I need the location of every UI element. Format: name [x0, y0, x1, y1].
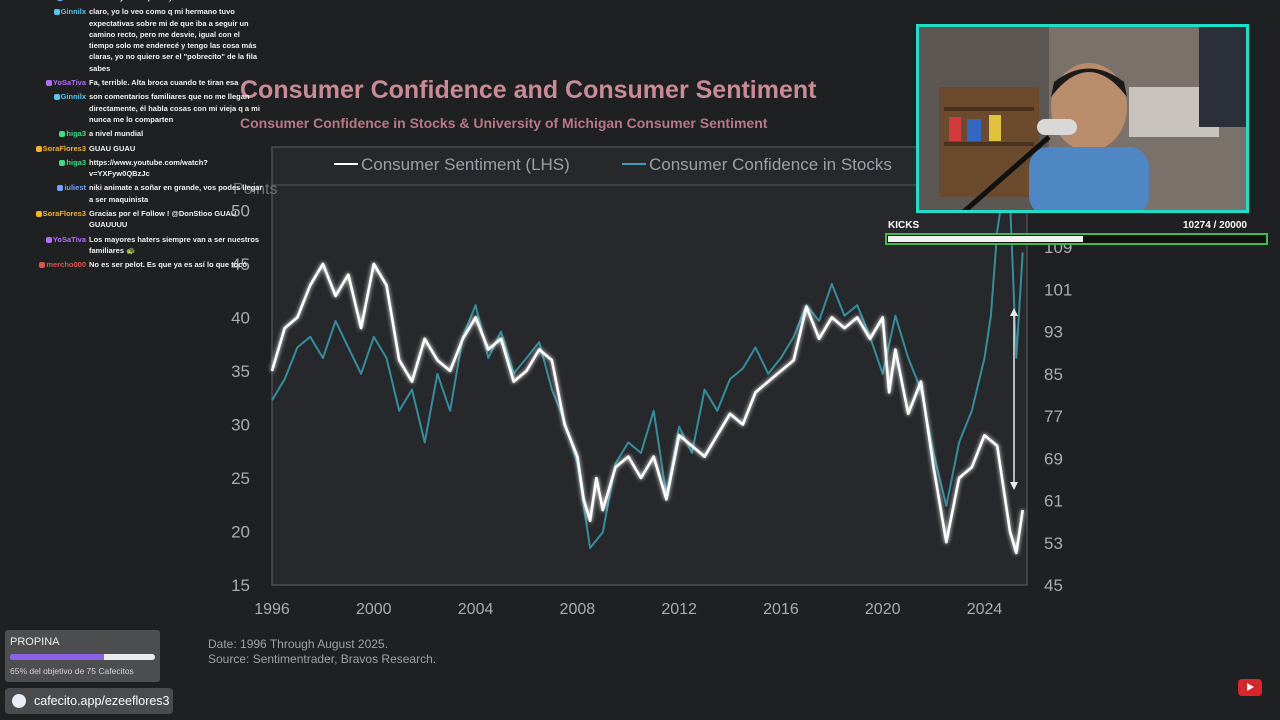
x-tick-label: 2020	[865, 601, 901, 618]
y-left-tick-label: 25	[231, 469, 250, 488]
x-tick-label: 2024	[967, 601, 1003, 618]
tip-progress-fill	[10, 654, 105, 660]
y-right-tick-label: 61	[1044, 492, 1063, 511]
chat-message: YoSaTiva Fa, terrible. Alta broca cuando …	[0, 77, 270, 88]
x-tick-label: 2004	[458, 601, 494, 618]
kicks-progress-fill	[888, 236, 1083, 242]
chart-footer: Date: 1996 Through August 2025. Source: …	[208, 637, 436, 667]
legend-label: Consumer Sentiment (LHS)	[361, 155, 570, 174]
y-right-tick-label: 77	[1044, 407, 1063, 426]
y-right-tick-label: 93	[1044, 323, 1063, 342]
chat-message: iuliestAJAJAJ yo siempre toy escuchando …	[0, 0, 270, 3]
gap-arrow-head-bottom	[1010, 482, 1018, 490]
webcam-feed	[916, 24, 1249, 213]
chat-username[interactable]: SoraFlores3	[35, 143, 86, 154]
chat-overlay: iuliestAJAJAJ yo siempre toy escuchando …	[0, 0, 270, 274]
y-left-tick-label: 15	[231, 576, 250, 595]
youtube-icon[interactable]	[1238, 679, 1262, 696]
y-right-tick-label: 45	[1044, 576, 1063, 595]
x-tick-label: 2016	[763, 601, 799, 618]
chat-text: Fa, terrible. Alta broca cuando te tiran…	[89, 78, 239, 88]
chat-username[interactable]: YoSaTiva	[45, 234, 86, 245]
chat-text: GUAU GUAU	[89, 143, 136, 153]
badge-icon	[59, 159, 66, 166]
chart-subtitle: Consumer Confidence in Stocks & Universi…	[240, 115, 768, 131]
y-left-tick-label: 50	[231, 201, 250, 220]
chart-date-note: Date: 1996 Through August 2025.	[208, 637, 388, 651]
x-tick-label: 2000	[356, 601, 392, 618]
chat-username[interactable]: higa3	[59, 157, 86, 168]
chat-text: https://www.youtube.com/watch?v=YXFyw0QB…	[89, 157, 208, 179]
y-right-tick-label: 101	[1044, 280, 1072, 299]
play-icon	[1247, 683, 1254, 691]
chart-source-note: Source: Sentimentrader, Bravos Research.	[208, 652, 437, 666]
tip-goal-text: 65% del objetivo de 75 Cafecitos	[10, 666, 134, 676]
chat-message: YoSaTiva Los mayores haters siempre van a…	[0, 234, 270, 257]
chat-message: mercho000 No es ser pelot. Es que ya es a…	[0, 259, 270, 270]
chat-message: Ginnilx son comentarios familiares que no…	[0, 91, 270, 125]
chat-text: No es ser pelot. Es que ya es así lo que…	[89, 260, 247, 270]
chat-username[interactable]: iuliest	[57, 0, 86, 3]
chat-text: claro, yo lo veo como q mi hermano tuvo …	[89, 7, 257, 73]
plot-area	[271, 146, 1028, 586]
gap-arrow-head-top	[1010, 308, 1018, 316]
chat-username[interactable]: iuliest	[57, 182, 86, 193]
cafecito-link[interactable]: cafecito.app/ezeeflores3	[5, 688, 173, 714]
chat-message: higa3 a nivel mundial	[0, 128, 270, 139]
cafecito-icon	[12, 694, 26, 708]
x-tick-label: 2008	[560, 601, 596, 618]
chat-message: higa3 https://www.youtube.com/watch?v=YXF…	[0, 157, 270, 180]
badge-icon	[35, 145, 42, 152]
tip-progress-bar	[10, 654, 155, 660]
chat-username[interactable]: higa3	[59, 128, 86, 139]
badge-icon	[39, 262, 46, 269]
tip-widget: PROPINA 65% del objetivo de 75 Cafecitos	[5, 630, 160, 682]
kicks-progress-bar	[885, 233, 1268, 245]
cafecito-url: cafecito.app/ezeeflores3	[34, 694, 170, 708]
chart-title: Consumer Confidence and Consumer Sentime…	[240, 76, 817, 104]
y-right-tick-label: 69	[1044, 449, 1063, 468]
badge-icon	[53, 94, 60, 101]
y-left-tick-label: 40	[231, 308, 250, 327]
chat-username[interactable]: mercho000	[39, 259, 86, 270]
chat-text: Gracias por el Follow ! @DonStioo GUAU G…	[89, 209, 237, 230]
webcam-scene	[919, 27, 1246, 210]
y-left-tick-label: 45	[231, 255, 250, 274]
chat-text: Los mayores haters siempre van a ser nue…	[89, 234, 260, 255]
badge-icon	[45, 236, 52, 243]
legend-label: Consumer Confidence in Stocks	[649, 155, 892, 174]
badge-icon	[59, 131, 66, 138]
y-left-tick-label: 30	[231, 415, 250, 434]
y-left-tick-label: 35	[231, 362, 250, 381]
chat-text: a nivel mundial	[89, 129, 144, 139]
chat-message: Ginnilx claro, yo lo veo como q mi herman…	[0, 6, 270, 74]
kicks-label: KICKS	[888, 220, 920, 231]
tip-label: PROPINA	[10, 636, 60, 648]
y-right-tick-label: 85	[1044, 365, 1063, 384]
chat-message: iuliest niki animate a soñar en grande, v…	[0, 182, 270, 205]
x-tick-label: 1996	[254, 601, 290, 618]
badge-icon	[53, 9, 60, 16]
x-tick-label: 2012	[661, 601, 697, 618]
badge-icon	[35, 211, 42, 218]
chat-username[interactable]: Ginnilx	[53, 91, 86, 102]
badge-icon	[45, 80, 52, 87]
y-left-tick-label: 20	[231, 522, 250, 541]
badge-icon	[57, 0, 64, 2]
y-right-tick-label: 53	[1044, 534, 1063, 553]
chat-text: niki animate a soñar en grande, vos pode…	[89, 183, 263, 204]
chat-message: SoraFlores3 GUAU GUAU	[0, 143, 270, 154]
chat-username[interactable]: Ginnilx	[53, 6, 86, 17]
badge-icon	[57, 185, 64, 192]
chat-message: SoraFlores3 Gracias por el Follow ! @DonS…	[0, 208, 270, 231]
chat-username[interactable]: YoSaTiva	[45, 77, 86, 88]
series-line-sentiment	[270, 262, 1024, 555]
y-axis-label: Points	[233, 181, 277, 198]
kicks-count: 10274 / 20000	[1183, 220, 1247, 231]
chat-username[interactable]: SoraFlores3	[35, 208, 86, 219]
chat-text: son comentarios familiares que no me lle…	[89, 92, 260, 124]
